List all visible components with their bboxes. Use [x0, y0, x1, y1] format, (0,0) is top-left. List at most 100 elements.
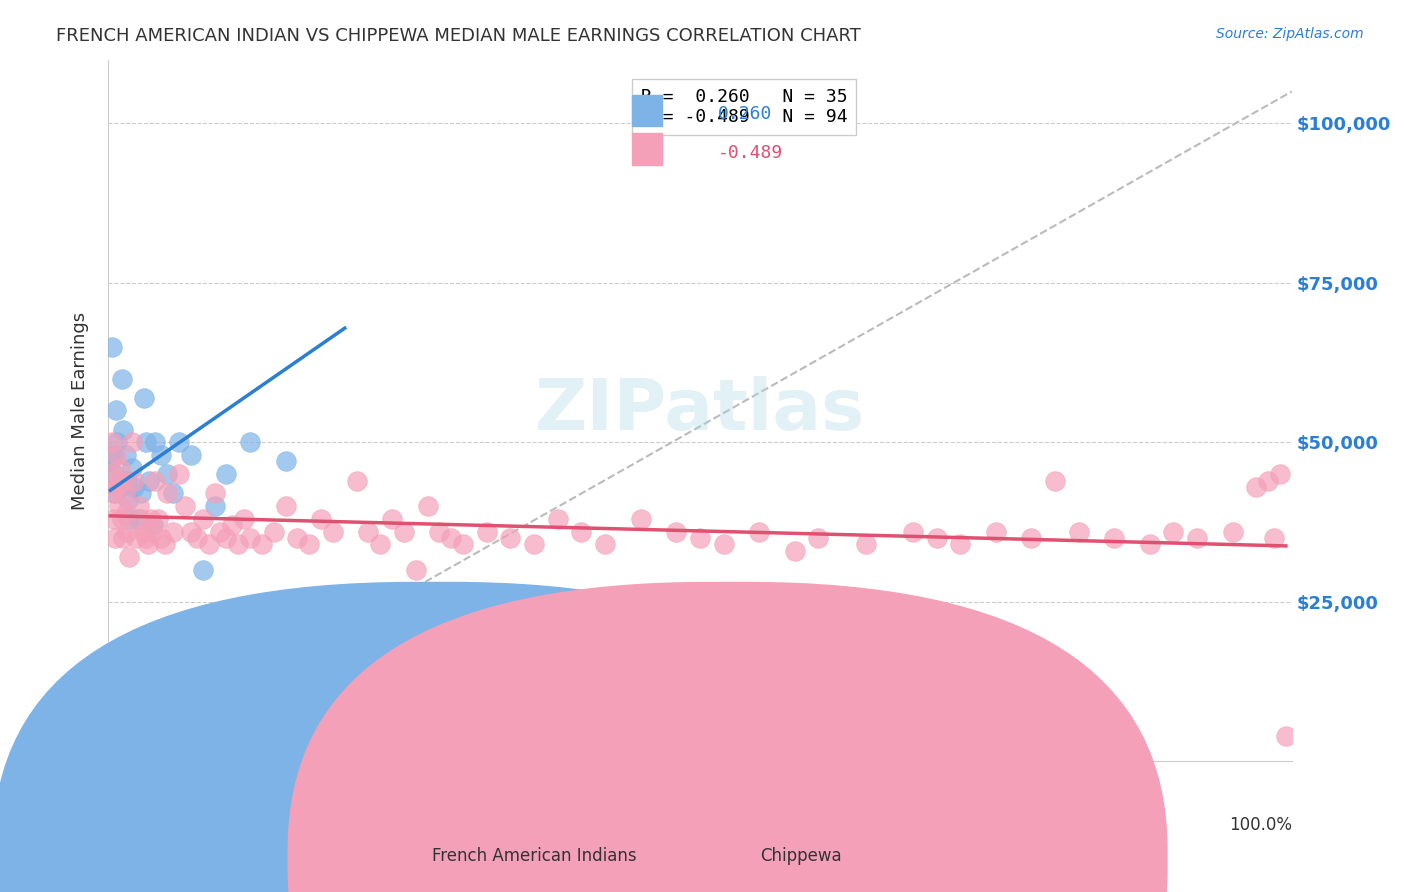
Point [1275, 729, 1298, 743]
Point [114, 486, 136, 500]
Point [111, 512, 134, 526]
Point [274, 499, 297, 513]
Point [1222, 524, 1244, 539]
Point [333, 0, 356, 3]
Point [405, 563, 427, 577]
Point [239, 435, 262, 450]
Point [122, 480, 145, 494]
Point [146, 512, 169, 526]
Point [156, 467, 179, 482]
Text: Source: ZipAtlas.com: Source: ZipAtlas.com [1216, 27, 1364, 41]
FancyBboxPatch shape [633, 133, 662, 165]
Point [984, 524, 1007, 539]
Point [368, 537, 391, 551]
Point [1163, 524, 1185, 539]
Point [107, 480, 129, 494]
Point [226, 537, 249, 551]
Point [132, 524, 155, 539]
Point [499, 531, 522, 545]
Point [115, 524, 138, 539]
Point [855, 537, 877, 551]
Point [139, 512, 162, 526]
Point [748, 524, 770, 539]
Point [110, 474, 132, 488]
Point [107, 435, 129, 450]
Point [143, 474, 166, 488]
Point [571, 524, 593, 539]
Point [135, 435, 157, 450]
Text: 0.260: 0.260 [717, 105, 772, 123]
Point [103, 512, 125, 526]
Point [1268, 467, 1291, 482]
Point [1244, 480, 1267, 494]
Point [100, 340, 122, 354]
Text: ZIPatlas: ZIPatlas [534, 376, 865, 445]
Point [287, 531, 309, 545]
Point [118, 512, 141, 526]
Point [104, 531, 127, 545]
Text: Chippewa: Chippewa [761, 847, 842, 865]
Point [150, 448, 173, 462]
Point [322, 524, 344, 539]
Point [949, 537, 972, 551]
Point [221, 518, 243, 533]
Point [101, 486, 124, 500]
Point [108, 480, 131, 494]
Point [239, 531, 262, 545]
Point [132, 391, 155, 405]
Point [129, 486, 152, 500]
Point [100, 435, 122, 450]
Point [783, 543, 806, 558]
Y-axis label: Median Male Earnings: Median Male Earnings [72, 311, 89, 509]
Point [925, 531, 948, 545]
Point [112, 423, 135, 437]
Point [901, 524, 924, 539]
Point [475, 524, 498, 539]
Point [274, 454, 297, 468]
Point [174, 499, 197, 513]
Point [142, 524, 165, 539]
Point [215, 467, 238, 482]
Point [429, 524, 451, 539]
Point [209, 524, 232, 539]
Text: R =  0.260   N = 35
R = -0.489   N = 94: R = 0.260 N = 35 R = -0.489 N = 94 [641, 87, 848, 127]
Point [204, 499, 226, 513]
Point [1139, 537, 1161, 551]
Point [215, 531, 238, 545]
Point [105, 448, 128, 462]
Point [180, 524, 202, 539]
Point [357, 524, 380, 539]
Point [440, 531, 463, 545]
Point [346, 474, 368, 488]
Point [153, 537, 176, 551]
Point [1021, 531, 1043, 545]
Point [186, 531, 208, 545]
Point [191, 512, 214, 526]
Point [309, 512, 332, 526]
Point [180, 448, 202, 462]
Point [807, 531, 830, 545]
Point [142, 518, 165, 533]
Point [129, 512, 152, 526]
Point [98, 467, 121, 482]
Point [107, 499, 129, 513]
Text: -0.489: -0.489 [717, 144, 783, 161]
Point [630, 512, 652, 526]
Point [416, 499, 439, 513]
FancyBboxPatch shape [633, 95, 662, 127]
Point [191, 563, 214, 577]
Point [104, 486, 127, 500]
Point [167, 435, 190, 450]
Point [197, 537, 219, 551]
Point [381, 512, 404, 526]
Point [121, 461, 143, 475]
Point [1043, 474, 1066, 488]
Point [150, 531, 173, 545]
Text: FRENCH AMERICAN INDIAN VS CHIPPEWA MEDIAN MALE EARNINGS CORRELATION CHART: FRENCH AMERICAN INDIAN VS CHIPPEWA MEDIA… [56, 27, 860, 45]
Point [156, 486, 179, 500]
Point [689, 531, 711, 545]
Point [1102, 531, 1125, 545]
Text: 100.0%: 100.0% [1229, 815, 1292, 833]
Point [114, 506, 136, 520]
Point [204, 486, 226, 500]
